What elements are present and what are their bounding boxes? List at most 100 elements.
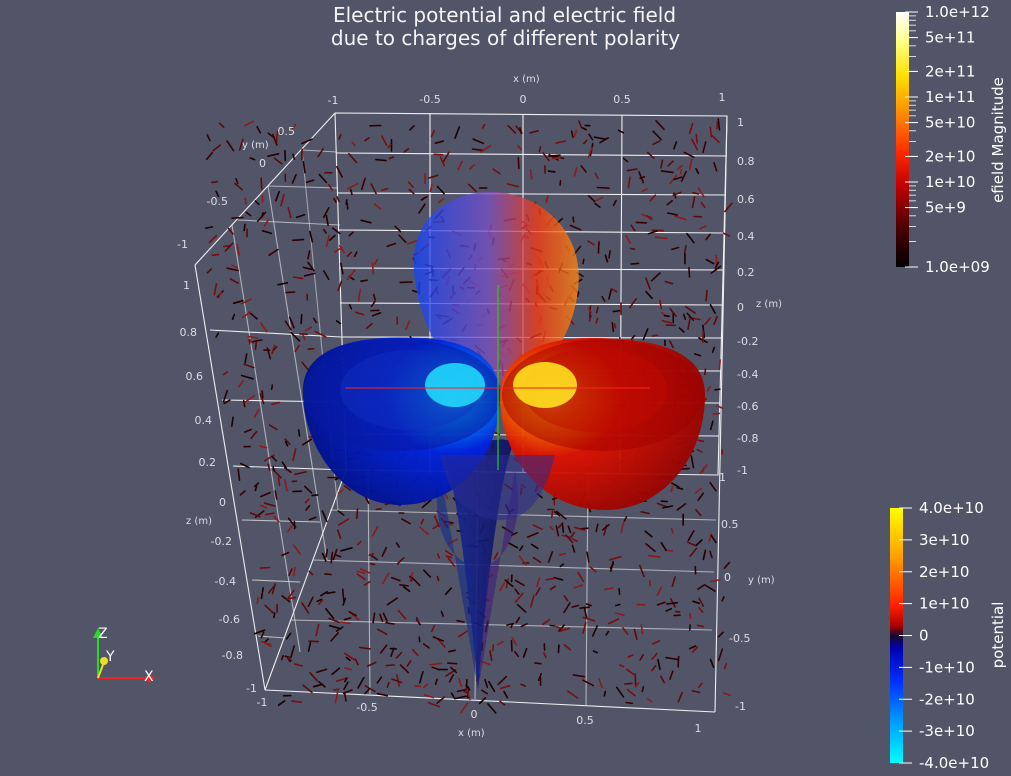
efield-vector-glyph bbox=[713, 315, 718, 326]
efield-vector-glyph bbox=[608, 288, 613, 300]
efield-vector-glyph bbox=[244, 120, 255, 127]
efield-vector-glyph bbox=[301, 361, 310, 372]
efield-vector-glyph bbox=[281, 595, 291, 603]
efield-vector-glyph bbox=[364, 137, 370, 142]
efield-vector-glyph bbox=[206, 134, 211, 142]
efield-vector-glyph bbox=[287, 596, 297, 600]
efield-vector-glyph bbox=[415, 616, 420, 624]
efield-vector-glyph bbox=[709, 550, 713, 559]
potential-tick-label: 1e+10 bbox=[919, 595, 969, 613]
efield-vector-glyph bbox=[235, 177, 239, 185]
efield-vector-glyph bbox=[458, 630, 468, 638]
efield-colorbar[interactable]: 1.0e+12 5e+11 2e+11 1e+11 5e+10 2e+10 1e+10 5e+… bbox=[896, 3, 1007, 276]
efield-vector-glyph bbox=[654, 236, 668, 240]
efield-vector-glyph bbox=[305, 179, 315, 184]
efield-vector-glyph bbox=[284, 438, 291, 446]
efield-vector-glyph bbox=[434, 678, 438, 686]
efield-vector-glyph bbox=[324, 573, 332, 576]
efield-vector-glyph bbox=[629, 247, 636, 250]
efield-vector-glyph bbox=[256, 596, 260, 605]
efield-colorbar-gradient bbox=[896, 12, 909, 267]
efield-vector-glyph bbox=[691, 138, 699, 151]
efield-vector-glyph bbox=[508, 542, 519, 549]
potential-colorbar[interactable]: 4.0e+10 3e+10 2e+10 1e+10 0 -1e+10 -2e+10 -3e+1… bbox=[890, 499, 1007, 772]
efield-vector-glyph bbox=[645, 290, 653, 300]
efield-vector-glyph bbox=[375, 507, 382, 511]
efield-vector-glyph bbox=[625, 668, 635, 676]
efield-vector-glyph bbox=[538, 146, 542, 153]
efield-vector-glyph bbox=[685, 305, 696, 314]
efield-vector-glyph bbox=[644, 277, 651, 290]
efield-vector-glyph bbox=[551, 156, 561, 160]
efield-vector-glyph bbox=[489, 650, 493, 662]
efield-vector-glyph bbox=[518, 555, 527, 566]
efield-vector-glyph bbox=[627, 654, 634, 658]
efield-vector-glyph bbox=[347, 152, 358, 164]
efield-vector-glyph bbox=[284, 655, 291, 659]
efield-vector-glyph bbox=[421, 499, 432, 509]
efield-vector-glyph bbox=[504, 579, 514, 588]
efield-vector-glyph bbox=[506, 622, 515, 626]
efield-vector-glyph bbox=[697, 584, 705, 591]
efield-vector-glyph bbox=[301, 438, 313, 446]
efield-vector-glyph bbox=[610, 288, 618, 293]
efield-vector-glyph bbox=[589, 566, 597, 573]
efield-vector-glyph bbox=[467, 183, 477, 192]
efield-vector-glyph bbox=[677, 164, 684, 170]
efield-vector-glyph bbox=[573, 526, 586, 531]
potential-tick-label: 3e+10 bbox=[919, 531, 969, 549]
efield-vector-glyph bbox=[405, 320, 411, 331]
efield-vector-glyph bbox=[553, 576, 564, 581]
efield-vector-glyph bbox=[663, 314, 670, 318]
efield-vector-glyph bbox=[281, 461, 288, 469]
efield-vector-glyph bbox=[481, 689, 489, 695]
efield-tick-label: 5e+9 bbox=[925, 199, 966, 217]
efield-vector-glyph bbox=[273, 612, 276, 619]
efield-vector-glyph bbox=[253, 482, 260, 488]
efield-vector-glyph bbox=[532, 524, 543, 531]
efield-vector-glyph bbox=[365, 322, 373, 330]
efield-tick-label: 2e+11 bbox=[925, 62, 975, 80]
efield-vector-glyph bbox=[215, 332, 220, 338]
efield-vector-glyph bbox=[585, 603, 593, 607]
efield-vector-glyph bbox=[687, 318, 691, 330]
efield-vector-glyph bbox=[386, 597, 399, 606]
efield-vector-glyph bbox=[363, 580, 371, 587]
y-tick-label: 0.5 bbox=[721, 518, 739, 531]
efield-vector-glyph bbox=[595, 196, 604, 202]
x-tick-label: 0 bbox=[520, 93, 527, 106]
efield-vector-glyph bbox=[338, 133, 342, 140]
efield-vector-glyph bbox=[688, 123, 694, 135]
efield-vector-glyph bbox=[364, 685, 376, 693]
efield-vector-glyph bbox=[559, 563, 565, 568]
efield-vector-glyph bbox=[375, 158, 387, 162]
efield-vector-glyph bbox=[543, 652, 547, 659]
efield-vector-glyph bbox=[463, 690, 469, 694]
efield-vector-glyph bbox=[357, 288, 362, 302]
efield-vector-glyph bbox=[394, 225, 402, 233]
efield-vector-glyph bbox=[510, 639, 513, 652]
efield-vector-glyph bbox=[261, 230, 273, 235]
x-tick-label: 1 bbox=[695, 722, 702, 735]
efield-vector-glyph bbox=[655, 120, 665, 131]
potential-tick-label: -1e+10 bbox=[919, 658, 975, 676]
efield-vector-glyph bbox=[335, 320, 342, 325]
efield-vector-glyph bbox=[709, 481, 717, 492]
z-tick-label: 0 bbox=[219, 496, 226, 509]
efield-vector-glyph bbox=[563, 595, 569, 602]
efield-vector-glyph bbox=[444, 549, 454, 557]
efield-vector-glyph bbox=[555, 625, 564, 630]
efield-vector-glyph bbox=[422, 683, 429, 689]
efield-vector-glyph bbox=[397, 609, 407, 620]
efield-vector-glyph bbox=[364, 496, 370, 505]
orientation-axes-widget[interactable]: X Z Y bbox=[93, 626, 155, 685]
efield-vector-glyph bbox=[308, 516, 317, 521]
efield-vector-glyph bbox=[697, 682, 703, 689]
efield-vector-glyph bbox=[395, 542, 401, 548]
efield-vector-glyph bbox=[302, 266, 313, 271]
efield-vector-glyph bbox=[608, 555, 622, 561]
efield-vector-glyph bbox=[705, 258, 715, 265]
efield-vector-glyph bbox=[612, 199, 617, 207]
efield-vector-glyph bbox=[664, 280, 674, 285]
